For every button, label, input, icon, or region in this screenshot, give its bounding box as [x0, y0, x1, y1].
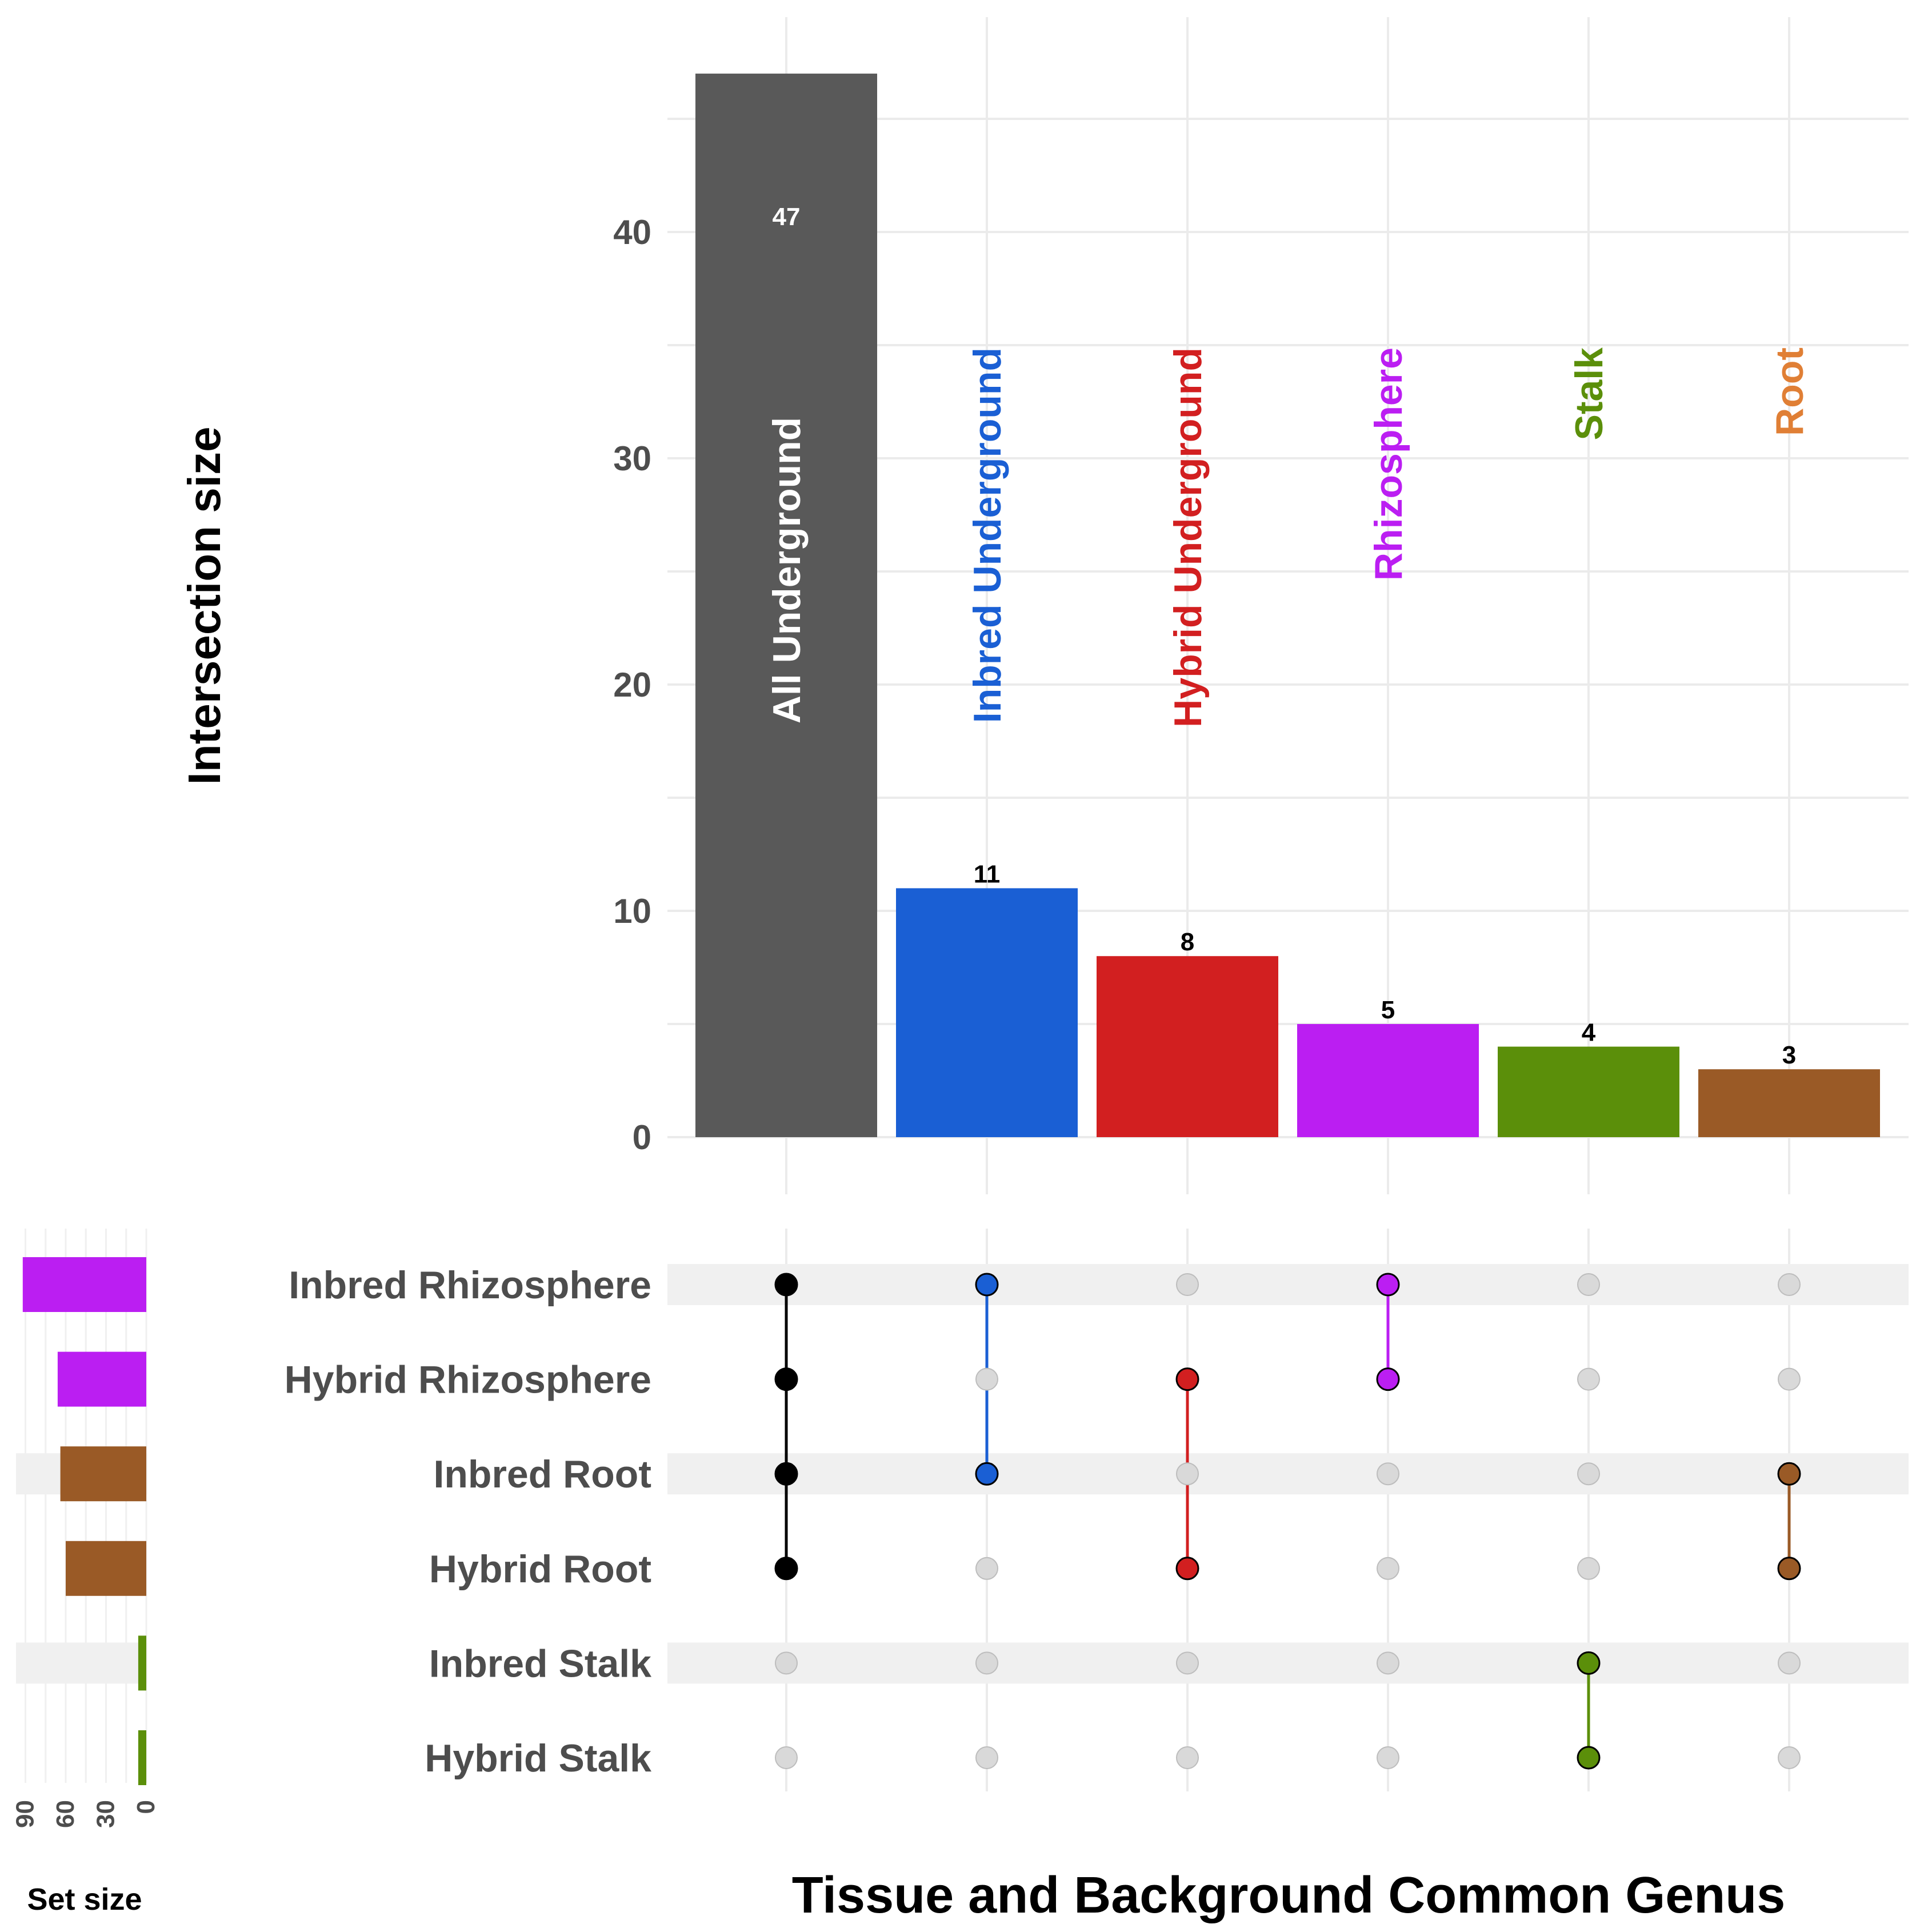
- intersection-label: Root: [1768, 347, 1811, 436]
- matrix-dot-empty: [1577, 1367, 1600, 1391]
- set-size-title: Set size: [27, 1882, 142, 1917]
- setsize-bar: [22, 1257, 146, 1312]
- y-axis-ticks: 0 10 20 30 40: [613, 213, 651, 1157]
- matrix-dot-empty: [1377, 1557, 1399, 1580]
- set-label: Inbred Rhizosphere: [289, 1263, 651, 1307]
- intersection-label: Rhizosphere: [1367, 347, 1410, 581]
- matrix-dot-empty: [975, 1557, 998, 1580]
- matrix-dot-empty: [1176, 1462, 1199, 1486]
- matrix-dot-empty: [1778, 1273, 1801, 1296]
- row-stripe: [16, 1642, 147, 1684]
- matrix-dot-filled: [1175, 1557, 1199, 1581]
- setsize-bar: [57, 1351, 147, 1407]
- setsize-tick-label: 90: [11, 1800, 39, 1828]
- matrix-dot-filled: [774, 1557, 798, 1581]
- matrix: Inbred Rhizosphere Hybrid Rhizosphere Inbr…: [285, 1263, 1909, 1780]
- row-stripe: [667, 1453, 1909, 1495]
- setsize-bar: [60, 1446, 146, 1502]
- setsize-bar: [138, 1730, 146, 1785]
- matrix-dot-filled: [1175, 1367, 1199, 1391]
- value-label: 11: [974, 860, 1001, 888]
- matrix-dot-filled: [1577, 1746, 1601, 1770]
- row-stripe: [667, 1642, 1909, 1684]
- set-label: Inbred Stalk: [429, 1642, 651, 1685]
- bar-stalk: [1498, 1046, 1679, 1137]
- y-axis-title: Intersection size: [179, 427, 230, 785]
- matrix-dot-empty: [1577, 1557, 1600, 1580]
- matrix-dot-empty: [1176, 1273, 1199, 1296]
- matrix-dot-filled: [1376, 1367, 1400, 1391]
- matrix-dot-filled: [774, 1273, 798, 1297]
- matrix-dot-filled: [1777, 1462, 1801, 1486]
- intersection-label: Hybrid Underground: [1166, 347, 1210, 727]
- intersection-label: Stalk: [1567, 347, 1611, 441]
- setsize-tick-label: 30: [92, 1800, 120, 1828]
- row-stripe: [667, 1264, 1909, 1305]
- y-tick-label: 30: [613, 439, 651, 478]
- y-tick-label: 0: [633, 1118, 651, 1157]
- value-label: 47: [773, 203, 801, 231]
- bar-rhizosphere: [1297, 1024, 1479, 1137]
- set-label: Inbred Root: [433, 1453, 651, 1496]
- matrix-dot-empty: [1377, 1462, 1399, 1486]
- matrix-dot-filled: [774, 1462, 798, 1486]
- matrix-dot-empty: [1176, 1746, 1199, 1769]
- value-label: 8: [1181, 928, 1194, 956]
- matrix-dot-empty: [1778, 1651, 1801, 1675]
- intersection-label: All Underground: [765, 417, 809, 723]
- matrix-dot-empty: [1377, 1746, 1399, 1769]
- intersection-bars: 47 All Underground 11 Inbred Underground 8 Hy…: [695, 73, 1880, 1137]
- set-label: Hybrid Stalk: [425, 1737, 651, 1780]
- y-tick-label: 40: [613, 213, 651, 251]
- x-axis-title: Tissue and Background Common Genus: [792, 1867, 1786, 1924]
- bar-hybrid-underground: [1097, 956, 1278, 1137]
- set-label: Hybrid Root: [429, 1547, 651, 1591]
- matrix-dot-filled: [774, 1367, 798, 1391]
- matrix-dot-empty: [775, 1651, 798, 1675]
- intersection-label: Inbred Underground: [966, 347, 1009, 723]
- value-label: 3: [1782, 1041, 1796, 1069]
- matrix-dot-empty: [975, 1651, 998, 1675]
- matrix-dot-empty: [975, 1746, 998, 1769]
- matrix-dot-empty: [1778, 1367, 1801, 1391]
- matrix-dot-filled: [1577, 1651, 1601, 1675]
- set-size-panel: 90 60 30 0: [11, 1229, 160, 1828]
- matrix-dot-empty: [975, 1367, 998, 1391]
- matrix-dot-empty: [1176, 1651, 1199, 1675]
- set-label: Hybrid Rhizosphere: [285, 1358, 651, 1402]
- value-label: 4: [1582, 1019, 1596, 1047]
- y-tick-label: 20: [613, 666, 651, 704]
- bar-all-underground: [695, 73, 877, 1137]
- matrix-dot-empty: [1377, 1651, 1399, 1675]
- bar-inbred-underground: [896, 888, 1078, 1137]
- value-label: 5: [1381, 996, 1395, 1024]
- matrix-dot-empty: [775, 1746, 798, 1769]
- matrix-dot-empty: [1577, 1273, 1600, 1296]
- y-tick-label: 10: [613, 892, 651, 930]
- matrix-dot-filled: [1376, 1273, 1400, 1297]
- setsize-bar: [138, 1635, 146, 1691]
- bar-root: [1698, 1069, 1880, 1137]
- matrix-dot-filled: [975, 1462, 999, 1486]
- matrix-dot-empty: [1577, 1462, 1600, 1486]
- matrix-dot-filled: [975, 1273, 999, 1297]
- matrix-dot-filled: [1777, 1557, 1801, 1581]
- setsize-bar: [66, 1541, 146, 1596]
- matrix-dot-empty: [1778, 1746, 1801, 1769]
- setsize-tick-label: 0: [132, 1800, 160, 1814]
- setsize-tick-label: 60: [51, 1800, 79, 1828]
